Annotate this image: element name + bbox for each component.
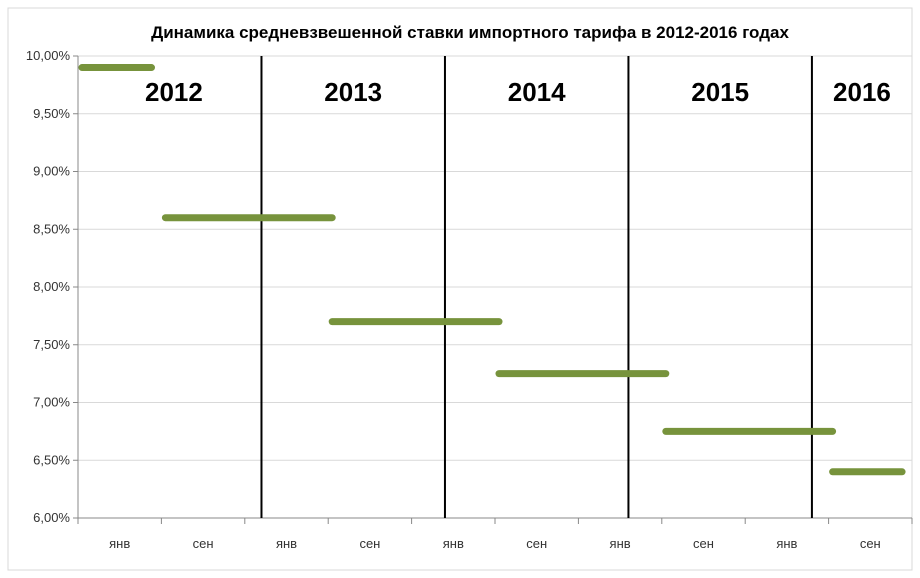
x-tick-label: янв: [276, 536, 297, 551]
year-divider-layer: [260, 56, 813, 518]
y-tick-label: 6,50%: [33, 452, 70, 467]
x-tick-label: сен: [193, 536, 214, 551]
y-tick-label: 6,00%: [33, 510, 70, 525]
x-tick-label: янв: [776, 536, 797, 551]
year-label: 2013: [324, 77, 382, 107]
grid-layer: [78, 55, 912, 519]
x-tick-label: сен: [693, 536, 714, 551]
x-tick-label: сен: [860, 536, 881, 551]
y-tick-label: 10,00%: [26, 48, 71, 63]
x-tick-label: сен: [526, 536, 547, 551]
chart-frame: [7, 7, 913, 571]
chart-title: Динамика средневзвешенной ставки импортн…: [151, 23, 789, 42]
y-tick-label: 8,50%: [33, 221, 70, 236]
y-tick-label: 9,50%: [33, 106, 70, 121]
y-tick-label: 7,00%: [33, 395, 70, 410]
y-tick-label: 9,00%: [33, 164, 70, 179]
x-tick-label: янв: [610, 536, 631, 551]
x-tick-label: сен: [359, 536, 380, 551]
year-label: 2015: [691, 77, 749, 107]
y-tick-label: 7,50%: [33, 337, 70, 352]
year-label: 2016: [833, 77, 891, 107]
year-label: 2014: [508, 77, 566, 107]
series-layer: [78, 64, 906, 476]
year-label-layer: 2012 2013 2014 2015 2016: [145, 77, 891, 107]
year-label: 2012: [145, 77, 203, 107]
x-tick-label: янв: [443, 536, 464, 551]
x-tick-label: янв: [109, 536, 130, 551]
y-tick-label: 8,00%: [33, 279, 70, 294]
axis-layer: 6,00% 6,50% 7,00% 7,50% 8,00% 8,50% 9,00% 9,50%…: [26, 48, 913, 551]
